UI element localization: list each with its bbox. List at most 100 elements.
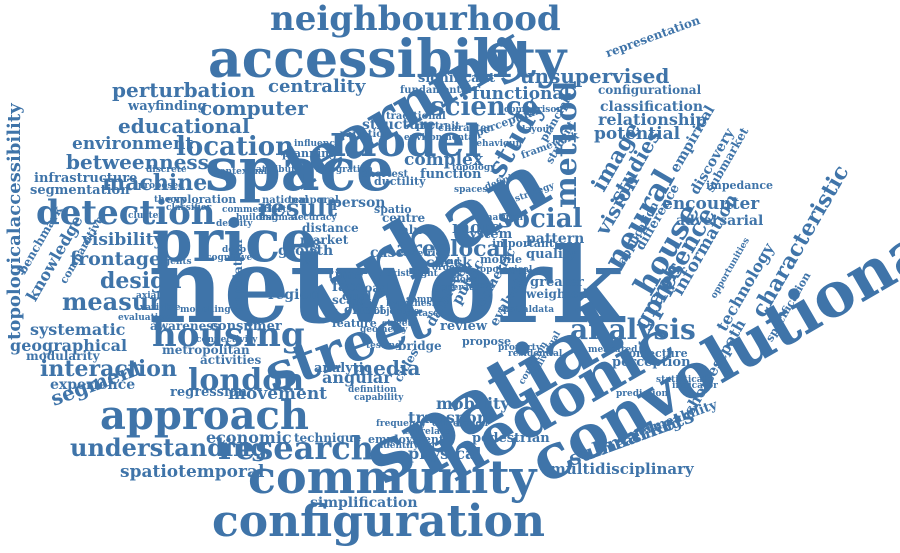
- word-review: review: [440, 319, 488, 334]
- word-spatio: spatio: [374, 203, 412, 216]
- word-geometry: geometry: [360, 325, 408, 335]
- word-face: face: [332, 279, 365, 295]
- word-structure: structure: [362, 117, 436, 133]
- word-evaluation: evaluation: [118, 313, 171, 323]
- word-consumer: consumer: [210, 319, 282, 334]
- word-configurational: configurational: [598, 83, 702, 97]
- word-economic: economic: [206, 428, 292, 447]
- word-accuracy: accuracy: [292, 213, 337, 223]
- word-theory: theory: [154, 195, 187, 205]
- word-exploration: exploration: [166, 193, 237, 206]
- word-interaction: interaction: [40, 356, 177, 382]
- word-angular: angular: [322, 368, 392, 387]
- word-transport: transport: [408, 408, 493, 427]
- word-visibility: visibility: [82, 230, 164, 250]
- word-shortest: shortest: [362, 169, 409, 180]
- word-residential: residential: [508, 349, 563, 359]
- word-greater: greater: [530, 275, 584, 290]
- word-indicator: indicator: [672, 381, 718, 391]
- word-dual: dual: [342, 289, 372, 303]
- word-potential: potential: [594, 124, 681, 144]
- word-commercial: commercial: [222, 205, 282, 215]
- word-geographical: geographical: [10, 336, 128, 355]
- word-significant: significant: [418, 71, 495, 86]
- word-modularity: modularity: [26, 349, 100, 363]
- word-frontage: frontage: [70, 248, 162, 270]
- word-sample: sample: [406, 295, 442, 305]
- word-topology: topology: [452, 163, 496, 173]
- word-result: result: [258, 193, 338, 222]
- word-quality: quality: [526, 247, 577, 262]
- word-detection: detection: [36, 193, 216, 233]
- word-simplification: simplification: [310, 495, 418, 511]
- word-experience: experience: [50, 377, 136, 393]
- word-density: density: [216, 219, 253, 229]
- word-pedestrian: pedestrian: [472, 431, 550, 446]
- word-metric: metric: [408, 249, 442, 259]
- word-multidisciplinary: multidisciplinary: [550, 460, 694, 478]
- word-contextual: contextual: [214, 167, 268, 177]
- word-arealocal: arealocal: [396, 236, 510, 262]
- word-prediction: prediction: [616, 389, 669, 399]
- word-perception: perception: [612, 355, 691, 370]
- word-awareness: awareness: [150, 319, 220, 333]
- word-planning: planning: [282, 147, 337, 160]
- word-housing: housing: [152, 315, 305, 355]
- word-property: property: [498, 343, 542, 353]
- word-london: london: [188, 363, 305, 398]
- word-fundamental: fundamental: [400, 85, 472, 96]
- word-distance: distance: [302, 221, 359, 235]
- word-topologicalaccessibility: topologicalaccessibility: [4, 103, 25, 340]
- word-adversarial: adversarial: [676, 213, 764, 229]
- word-definition: definition: [348, 385, 397, 395]
- word-growth: growth: [278, 243, 334, 259]
- word-scale: scale: [332, 293, 367, 307]
- word-layout: layout: [522, 125, 554, 135]
- word-research: research: [218, 429, 374, 467]
- word-local: local: [470, 281, 495, 291]
- word-testing: testing: [366, 341, 402, 351]
- word-segmentation: segmentation: [30, 183, 130, 198]
- word-important: important: [492, 237, 554, 250]
- word-discrete: discrete: [146, 165, 187, 175]
- word-complex: complex: [404, 150, 483, 170]
- word-science: science: [430, 92, 539, 122]
- word-road: road: [358, 281, 389, 295]
- word-topological: topological: [476, 265, 533, 275]
- word-measured: measured: [588, 345, 638, 355]
- word-analytic: analytic: [314, 361, 372, 376]
- word-case: case: [370, 245, 405, 261]
- word-regression: regression: [170, 385, 248, 400]
- word-spatiotemporal: spatiotemporal: [120, 462, 265, 482]
- word-person: person: [332, 195, 386, 211]
- word-effects: effects: [258, 205, 292, 215]
- word-spatialdata: spatialdata: [498, 305, 555, 315]
- word-betweenness: betweenness: [66, 150, 209, 174]
- word-functional: functional: [472, 84, 570, 104]
- word-traditional: traditional: [386, 111, 446, 122]
- word-character: character: [438, 123, 492, 134]
- word-correlation: correlation: [432, 419, 489, 429]
- word-location: location: [176, 132, 295, 162]
- word-weighted: weighted: [526, 287, 588, 301]
- word-wayfinding: wayfinding: [128, 99, 207, 114]
- word-variable: variable: [140, 303, 181, 313]
- word-check: check: [426, 255, 472, 271]
- word-deep: deep: [222, 245, 247, 255]
- word-attribute: attribute: [256, 165, 302, 175]
- word-region: region: [268, 287, 319, 303]
- word-land: land: [438, 257, 461, 267]
- word-cognitive: cognitive: [206, 253, 253, 263]
- word-order: order: [432, 263, 460, 273]
- word-generate: generate: [434, 283, 479, 293]
- word-variation: variation: [340, 129, 391, 140]
- word-social: social: [498, 204, 583, 234]
- word-influence: influence: [294, 139, 341, 149]
- word-centre: centre: [382, 211, 426, 225]
- word-measure: measure: [62, 287, 178, 316]
- word-understanding: understanding: [70, 433, 268, 462]
- word-frequency: frequency: [376, 419, 427, 429]
- word-design: design: [100, 268, 182, 294]
- word-approach: approach: [100, 392, 309, 439]
